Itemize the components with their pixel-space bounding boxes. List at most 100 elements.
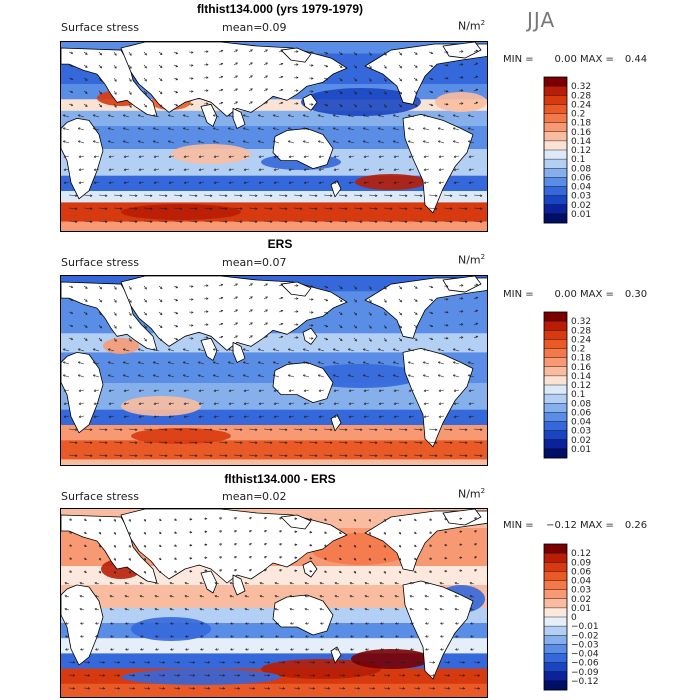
colorbar-tick-label: 0.2 <box>571 345 585 355</box>
colorbar-swatch <box>544 589 567 600</box>
colorbar-tick-label: 0.03 <box>571 192 591 202</box>
colorbar-tick-label: 0.32 <box>571 82 591 92</box>
map-panel <box>60 508 488 698</box>
colorbar-tick-label: 0.04 <box>571 577 591 587</box>
colorbar-swatch <box>544 394 567 404</box>
colorbar-tick-label: 0.04 <box>571 418 591 428</box>
colorbar-tick-label: 0.18 <box>571 119 591 129</box>
colorbar-tick-label: 0.12 <box>571 381 591 391</box>
colorbar-swatch <box>544 159 567 169</box>
colorbar-swatch <box>544 448 567 459</box>
colorbar-swatch <box>544 680 567 691</box>
colorbar-tick-label: −0.04 <box>571 650 599 660</box>
colorbar-tick-label: 0.2 <box>571 110 585 120</box>
colorbar-tick-label: 0.12 <box>571 549 591 559</box>
colorbar-swatch <box>544 348 567 358</box>
units-label: N/m2 <box>458 19 486 33</box>
colorbar-tick-label: −0.02 <box>571 631 599 641</box>
mean-value: 0.07 <box>262 256 287 269</box>
colorbar-swatch <box>544 644 567 654</box>
colorbar-tick-label: 0.02 <box>571 595 591 605</box>
colorbar-tick-label: 0.01 <box>571 604 591 614</box>
units-label: N/m2 <box>458 253 486 267</box>
colorbar-swatch <box>544 671 567 682</box>
colorbar-swatch <box>544 357 567 368</box>
colorbar-swatch <box>544 662 567 673</box>
colorbar-swatch <box>544 403 567 413</box>
colorbar-swatch <box>544 439 567 450</box>
colorbar-swatch <box>544 213 567 224</box>
colorbar-swatch <box>544 375 567 386</box>
colorbar-tick-label: 0.28 <box>571 326 591 336</box>
colorbar-swatch <box>544 113 567 123</box>
mean-value: 0.02 <box>262 490 287 503</box>
colorbar-swatch <box>544 430 567 441</box>
colorbar-swatch <box>544 86 567 96</box>
colorbar-tick-label: 0.1 <box>571 155 585 165</box>
colorbar-tick-label: 0.1 <box>571 390 585 400</box>
land-layer <box>61 42 487 214</box>
vector-layer <box>62 49 483 223</box>
colorbar-swatch <box>544 421 567 431</box>
field-label: Surface stress <box>61 21 139 34</box>
colorbar-swatch <box>544 571 567 581</box>
colorbar-swatch <box>544 544 567 554</box>
colorbar-swatch <box>544 635 567 645</box>
colorbar-tick-label: 0.08 <box>571 399 591 409</box>
colorbar-tick-label: 0.16 <box>571 128 591 138</box>
colorbar: 0.32 0.28 0.24 0.2 0.18 0.16 0.14 0.12 0.1 0.08 0.… <box>543 76 591 224</box>
mean-label: mean= <box>222 21 263 34</box>
colorbar-tick-label: 0.24 <box>571 335 591 345</box>
colorbar-swatch <box>544 131 567 142</box>
colorbar-tick-label: 0.14 <box>571 137 591 147</box>
colorbar-swatch <box>544 553 567 563</box>
colorbar-tick-label: 0.16 <box>571 363 591 373</box>
colorbar-tick-label: 0.32 <box>571 317 591 327</box>
colorbar: 0.32 0.28 0.24 0.2 0.18 0.16 0.14 0.12 0.1 0.08 0.… <box>543 311 591 459</box>
colorbar-swatch <box>544 140 567 151</box>
colorbar-tick-label: −0.01 <box>571 622 599 632</box>
colorbar-swatch <box>544 204 567 215</box>
panel-title: ERS <box>267 237 293 251</box>
colorbar-swatch <box>544 122 567 133</box>
mean-label: mean= <box>222 490 263 503</box>
colorbar-tick-label: 0.03 <box>571 427 591 437</box>
colorbar-swatch <box>544 321 567 331</box>
colorbar-tick-label: 0.03 <box>571 586 591 596</box>
colorbar-tick-label: −0.12 <box>571 677 599 687</box>
colorbar-tick-label: 0.24 <box>571 100 591 110</box>
colorbar-tick-label: 0.06 <box>571 408 591 418</box>
colorbar-swatch <box>544 77 567 87</box>
colorbar-tick-label: 0.06 <box>571 173 591 183</box>
colorbar-swatch <box>544 626 567 636</box>
colorbar-swatch <box>544 598 567 609</box>
colorbar-swatch <box>544 95 567 105</box>
vector-layer <box>64 517 481 690</box>
colorbar-swatch <box>544 339 567 349</box>
colorbar-swatch <box>544 617 567 627</box>
panel-title: flthist134.000 - ERS <box>224 472 336 486</box>
colorbar-swatch <box>544 653 567 663</box>
colorbar-tick-label: 0.28 <box>571 91 591 101</box>
colorbar-tick-label: 0.18 <box>571 354 591 364</box>
min-max-readout: MIN = −0.12 MAX = 0.26 <box>503 520 648 531</box>
colorbar-swatch <box>544 385 567 395</box>
colorbar-tick-label: 0.12 <box>571 146 591 156</box>
colorbar-tick-label: −0.09 <box>571 668 599 678</box>
colorbar-tick-label: 0.08 <box>571 164 591 174</box>
colorbar-swatch <box>544 177 567 187</box>
panel-title: flthist134.000 (yrs 1979-1979) <box>196 2 364 16</box>
map-panel <box>60 41 488 232</box>
colorbar-swatch <box>544 412 567 422</box>
colorbar-swatch <box>544 104 567 114</box>
colorbar-tick-label: 0.09 <box>571 558 591 568</box>
units-label: N/m2 <box>458 487 486 501</box>
season-label: JJA <box>527 8 556 32</box>
colorbar-swatch <box>544 312 567 322</box>
colorbar-tick-label: 0.02 <box>571 436 591 446</box>
colorbar-tick-label: 0.04 <box>571 183 591 193</box>
land-layer <box>61 276 487 448</box>
colorbar-tick-label: 0.02 <box>571 201 591 211</box>
colorbar-tick-label: 0 <box>571 613 577 623</box>
colorbar-tick-label: 0.06 <box>571 567 591 577</box>
